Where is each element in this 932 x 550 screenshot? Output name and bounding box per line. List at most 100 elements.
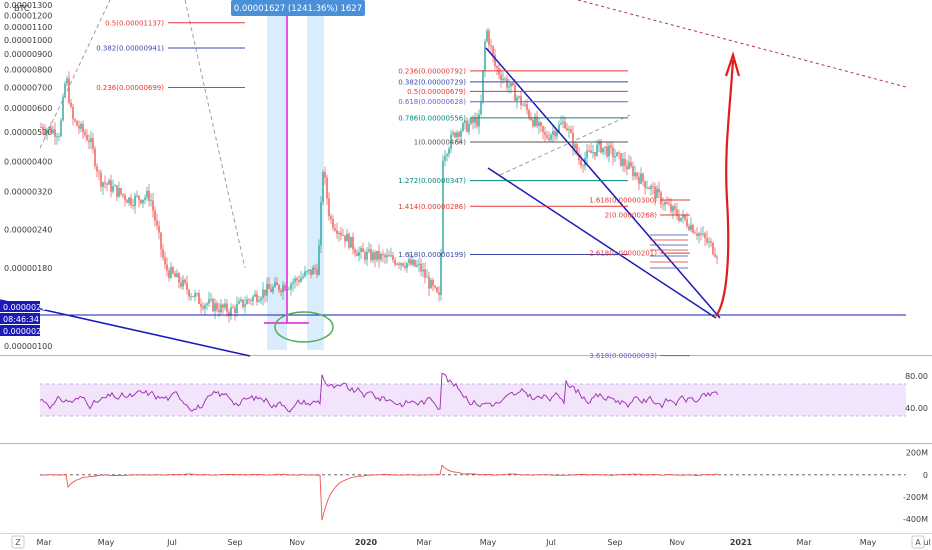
candle-body (176, 273, 178, 278)
dashed-line-mid (499, 114, 631, 176)
candle-body (168, 270, 170, 278)
candle-body (484, 41, 486, 70)
candle-body (570, 129, 572, 133)
candle-body (124, 195, 126, 201)
candle-body (66, 78, 68, 84)
candle-body (136, 195, 138, 197)
candle-body (248, 299, 250, 301)
candle-body (526, 104, 528, 111)
candle-body (314, 267, 316, 270)
candle-body (152, 200, 154, 211)
candle-body (366, 251, 368, 260)
candle-body (300, 277, 302, 282)
candle-body (46, 129, 48, 134)
candle-body (266, 284, 268, 296)
candle-body (364, 252, 366, 260)
candle-body (462, 123, 464, 131)
candle-body (52, 129, 54, 134)
candle-body (332, 218, 334, 229)
candle-body (688, 226, 690, 230)
candle-body (370, 249, 372, 261)
candle-body (690, 224, 692, 230)
candle-body (302, 276, 304, 278)
candle-body (338, 232, 340, 234)
candle-body (656, 188, 658, 199)
candle-body (146, 190, 148, 198)
candle-body (714, 254, 716, 257)
candle-body (712, 242, 714, 255)
candle-body (326, 177, 328, 199)
time-tick-label: Mar (416, 538, 432, 547)
candle-body (158, 225, 160, 233)
candle-body (686, 219, 688, 227)
price-tick-label: 0.00000100 (4, 342, 52, 351)
candle-body (184, 279, 186, 283)
rsi-band (40, 384, 906, 416)
candle-body (506, 78, 508, 88)
candle-body (82, 123, 84, 133)
price-badge-text: 0.00000219 (3, 303, 51, 312)
candle-body (84, 132, 86, 136)
candle-body (60, 120, 62, 136)
candle-body (196, 293, 198, 294)
candle-body (600, 140, 602, 153)
candle-body (424, 269, 426, 278)
candle-body (342, 235, 344, 237)
candle-body (228, 312, 230, 316)
candle-body (246, 299, 248, 305)
candle-body (554, 131, 556, 137)
candle-body (566, 128, 568, 131)
time-axis[interactable]: Mar May Jul Sep Nov 2020 Mar May Jul Sep Nov 2021 Ma… (36, 538, 930, 547)
price-tick-label: 0.00000240 (4, 226, 52, 235)
candle-body (670, 204, 672, 212)
candle-body (386, 255, 388, 258)
candle-body (534, 116, 536, 127)
candle-body (306, 271, 308, 272)
candle-body (134, 195, 136, 206)
candle-body (588, 150, 590, 152)
candle-body (304, 271, 306, 277)
candle-body (510, 83, 512, 87)
price-tick-label: 0.00000400 (4, 158, 52, 167)
candle-body (392, 255, 394, 260)
fib-label: 0.236(0.00000699) (96, 84, 164, 92)
candle-body (148, 190, 150, 201)
candle-body (610, 145, 612, 148)
candle-body (112, 186, 114, 192)
candle-body (390, 255, 392, 257)
red-forecast-arrow (715, 59, 735, 317)
candle-body (256, 294, 258, 302)
candle-body (384, 255, 386, 258)
candle-body (404, 266, 406, 268)
price-axis[interactable]: 0.00001300 0.00001200 0.00001100 0.00001000… (4, 1, 52, 351)
candle-body (716, 256, 718, 259)
candle-body (604, 146, 606, 148)
candle-body (296, 278, 298, 281)
candle-body (268, 284, 270, 290)
fib-label: 0.382(0.00000729) (398, 78, 466, 86)
candle-body (336, 230, 338, 234)
candle-body (706, 238, 708, 243)
candle-body (156, 220, 158, 226)
candle-body (464, 120, 466, 124)
candle-body (398, 263, 400, 265)
fib-label: 0.382(0.00000941) (96, 44, 164, 52)
candle-body (178, 273, 180, 283)
bottom-controls[interactable]: Z A (11, 535, 925, 549)
candle-body (520, 96, 522, 106)
price-tick-label: 0.00001300 (4, 1, 52, 10)
candle-body (70, 102, 72, 107)
time-tick-label: Mar (36, 538, 52, 547)
candle-body (164, 257, 166, 265)
candle-body (444, 156, 446, 161)
candle-body (564, 121, 566, 129)
candle-body (550, 134, 552, 140)
time-tick-label: Jul (545, 538, 556, 547)
trendline-wedge-upper (485, 47, 721, 319)
candle-body (682, 214, 684, 218)
candle-body (58, 135, 60, 137)
candle-body (598, 140, 600, 145)
fib-label: 2(0.00000268) (605, 211, 657, 219)
candle-body (582, 165, 584, 167)
